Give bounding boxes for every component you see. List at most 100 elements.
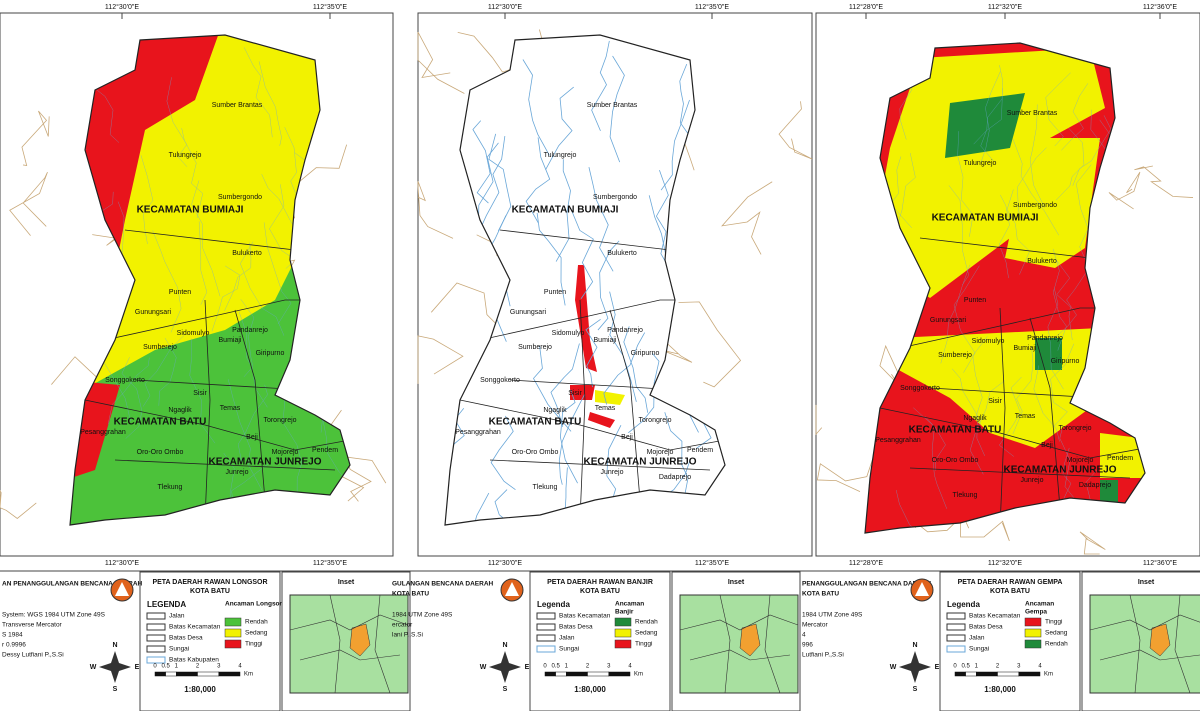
coordinate-label: 112°36'0"E: [1143, 3, 1177, 11]
river: [1050, 343, 1075, 428]
boundary: [919, 237, 1091, 259]
legend-symbol: [146, 645, 166, 653]
hazard-zones: [70, 35, 350, 525]
legend-symbol: [946, 612, 966, 620]
place-label: Bumiaji: [594, 337, 617, 344]
place-label: Sumber Brantas: [1007, 110, 1058, 117]
place-label: Oro-Oro Ombo: [512, 449, 559, 456]
hazard-zone: [945, 93, 1025, 158]
place-label: Ngaglik: [543, 407, 567, 414]
compass-label: W: [90, 664, 97, 671]
river: [591, 40, 610, 132]
place-label: Tulungrejo: [169, 152, 202, 159]
boundary: [1029, 317, 1061, 509]
map-footer: AN PENANGGULANGAN BENCANA DAERAH System: …: [0, 570, 411, 711]
place-label: Giripurno: [1051, 358, 1080, 365]
hazard-swatch: [614, 617, 632, 627]
org-name: AN PENANGGULANGAN BENCANA DAERAH: [2, 581, 143, 588]
place-label: Songgokerto: [900, 385, 940, 392]
place-label: Songgokerto: [105, 377, 145, 384]
inset-title: Inset: [1138, 579, 1155, 586]
scale-unit: Km: [244, 672, 253, 678]
place-label: Pendem: [687, 447, 713, 454]
river: [522, 59, 550, 156]
place-label: Gunungsari: [510, 309, 547, 316]
compass: [899, 651, 931, 683]
place-label: Bumiaji: [219, 337, 242, 344]
scale-tick: 2: [196, 664, 200, 670]
river: [525, 137, 551, 224]
map-title: PETA DAERAH RAWAN LONGSOR: [152, 579, 267, 586]
coordinate-label: 112°32'0"E: [988, 3, 1022, 11]
inset-line: [1099, 649, 1200, 661]
map-info: 1984 UTM Zone 49S: [802, 612, 863, 619]
compass: [489, 651, 521, 683]
compass-label: S: [113, 686, 118, 693]
hazard-label: Rendah: [1045, 641, 1068, 648]
compass-label: E: [525, 664, 530, 671]
river: [973, 64, 1003, 145]
scale-unit: Km: [1044, 672, 1053, 678]
hazard-zone: [1005, 138, 1100, 268]
hazard-zones: [445, 35, 725, 525]
place-label: Tulungrejo: [544, 152, 577, 159]
compass: [99, 651, 131, 683]
boundary: [929, 387, 1101, 399]
river: [940, 264, 971, 364]
hazard-swatch: [1024, 617, 1042, 627]
legend-item: Batas Kecamatan: [169, 624, 221, 631]
hazard-label: Tinggi: [1045, 619, 1062, 626]
place-label: Bulukerto: [1027, 258, 1057, 265]
scale-tick: 0: [953, 664, 957, 670]
legend-item: Sungai: [559, 646, 579, 653]
scale-segment: [176, 671, 198, 677]
map-info: 996: [802, 642, 813, 649]
river: [1017, 147, 1047, 221]
boundary: [609, 309, 641, 501]
place-label: Sisir: [193, 390, 207, 397]
hazard-swatch: [224, 639, 242, 649]
hazard-swatch: [224, 628, 242, 638]
inset-line: [764, 594, 781, 694]
river: [998, 376, 1022, 457]
river: [1059, 429, 1079, 503]
river: [585, 319, 601, 388]
legend-box: [529, 571, 671, 711]
river: [198, 221, 208, 305]
org-name: KOTA BATU: [392, 591, 429, 598]
place-label: KECAMATAN JUNREJO: [1004, 465, 1117, 476]
river: [238, 311, 268, 408]
river: [609, 291, 637, 402]
place-label: Oro-Oro Ombo: [137, 449, 184, 456]
place-label: Pendem: [1107, 455, 1133, 462]
hazard-label: Rendah: [635, 619, 658, 626]
boundary: [124, 229, 296, 251]
boundary: [204, 299, 211, 521]
river: [191, 180, 221, 297]
place-label: Sumberejo: [938, 352, 972, 359]
city-area: Sumber Brantas Tulungrejo Sumbergondo KECAM…: [864, 42, 1146, 534]
hazard-zone: [1100, 433, 1145, 478]
river: [664, 412, 689, 501]
place-label: Pandanrejo: [232, 327, 268, 334]
road: [345, 456, 387, 502]
coordinate-label: 112°30'0"E: [105, 3, 139, 11]
river: [142, 335, 185, 407]
legend-item: Batas Kabupaten: [169, 657, 219, 664]
place-label: Dadaprejo: [1079, 482, 1111, 489]
place-label: Bulukerto: [607, 250, 637, 257]
inset-map: [679, 594, 799, 694]
inset-line: [689, 649, 791, 661]
coordinate-label: 112°30'0"E: [488, 3, 522, 11]
map-info: lani P.,S.Si: [392, 632, 423, 639]
compass-label: E: [135, 664, 140, 671]
map-info: Lutfiani P.,S.Si: [802, 652, 844, 659]
hazard-label: Sedang: [635, 630, 658, 637]
hazard-swatch: [1024, 639, 1042, 649]
river: [998, 194, 1010, 279]
inset-line: [679, 614, 799, 631]
place-label: Pendem: [312, 447, 338, 454]
river: [181, 128, 204, 219]
legend-item: Batas Kecamatan: [969, 613, 1021, 620]
coordinate-label: 112°35'0"E: [313, 559, 347, 567]
